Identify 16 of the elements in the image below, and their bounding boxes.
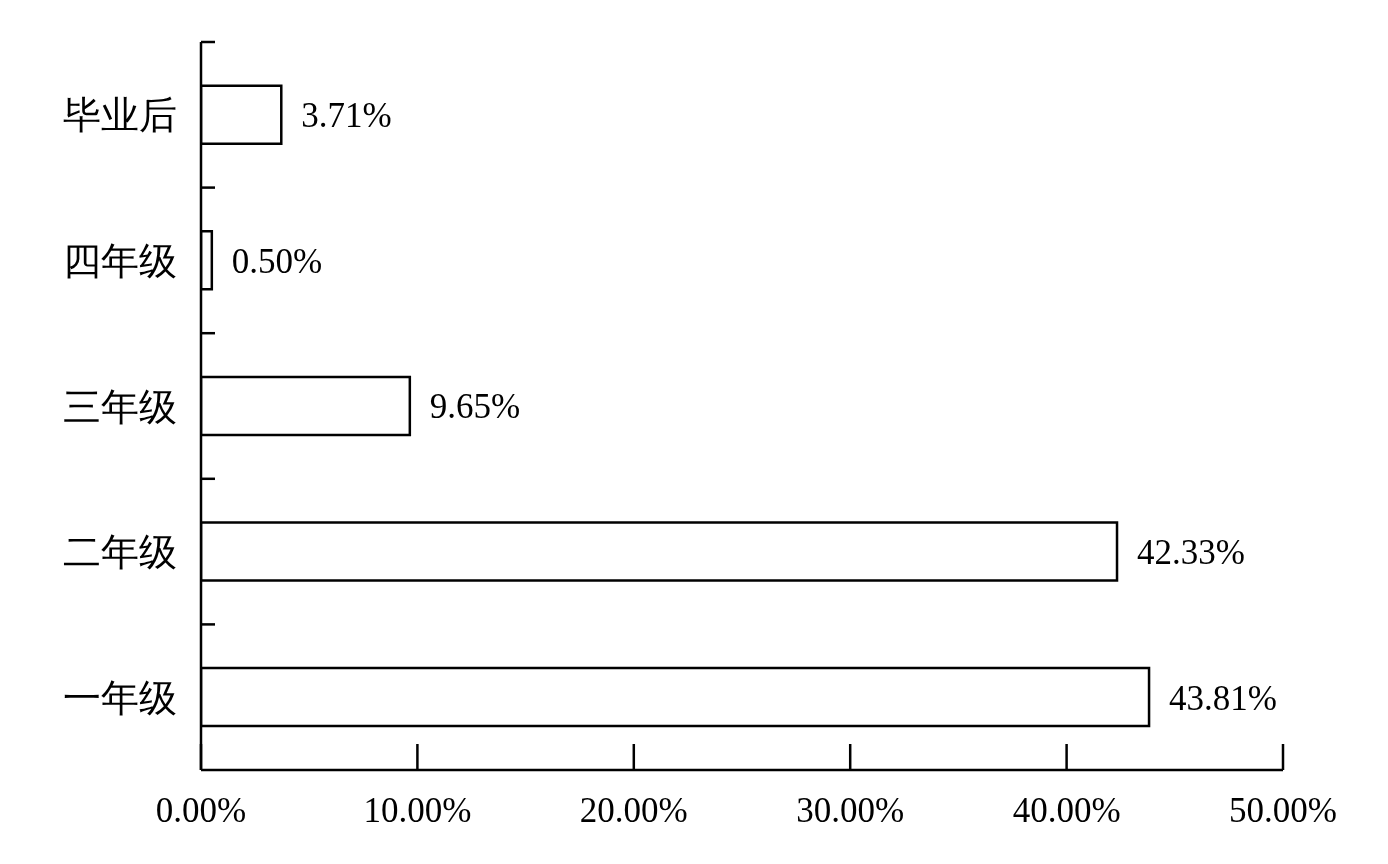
y-tick-label: 毕业后 bbox=[63, 94, 177, 137]
y-tick-label: 二年级 bbox=[63, 531, 177, 574]
y-tick-label: 四年级 bbox=[63, 240, 177, 283]
data-label: 42.33% bbox=[1137, 532, 1245, 572]
data-label: 3.71% bbox=[301, 96, 392, 136]
x-tick-label: 50.00% bbox=[1229, 791, 1337, 830]
y-tick-label: 一年级 bbox=[63, 676, 177, 719]
x-tick-label: 0.00% bbox=[155, 791, 247, 830]
x-tick-label: 40.00% bbox=[1012, 791, 1121, 830]
y-tick-label: 三年级 bbox=[63, 385, 177, 428]
data-label: 9.65% bbox=[429, 387, 521, 427]
data-label: 43.81% bbox=[1169, 678, 1277, 718]
x-tick-label: 10.00% bbox=[363, 791, 472, 830]
data-label: 0.50% bbox=[231, 241, 323, 281]
x-tick-label: 30.00% bbox=[796, 791, 905, 830]
x-tick-label: 20.00% bbox=[579, 791, 688, 830]
